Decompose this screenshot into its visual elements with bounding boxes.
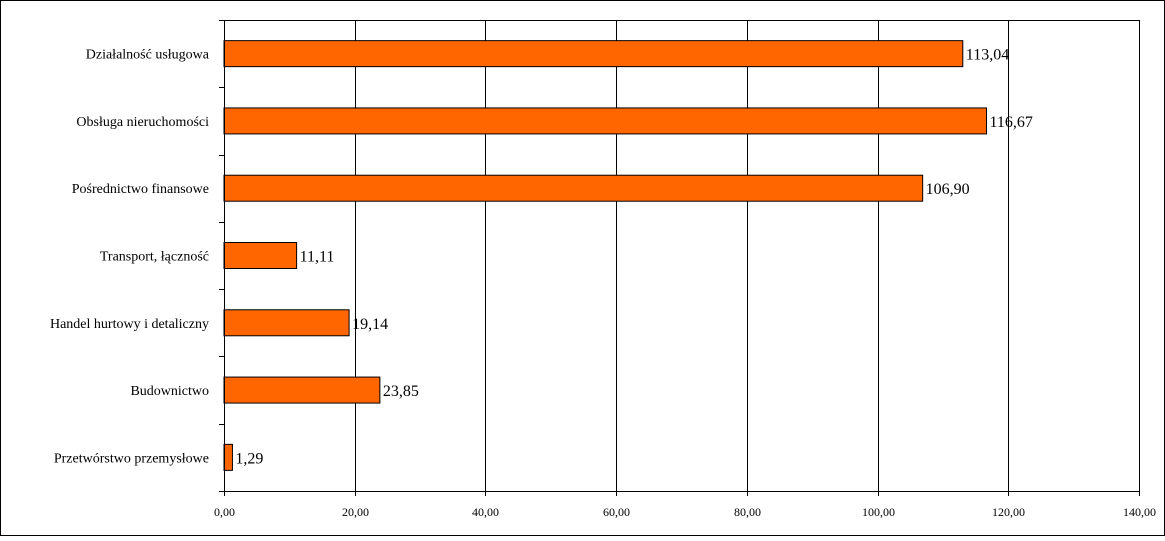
data-label: 19,14	[352, 316, 388, 333]
bar	[223, 242, 298, 269]
bar	[223, 309, 350, 337]
bar	[223, 107, 988, 135]
bar	[223, 443, 233, 471]
x-tick-label: 100,00	[862, 505, 895, 519]
axes	[219, 20, 1140, 496]
category-label: Przetwórstwo przemysłowe	[54, 451, 209, 466]
bar	[223, 174, 924, 202]
labels: Działalność usługowa 113,04 Obsługa nieruc…	[50, 47, 1156, 519]
x-tick-label: 120,00	[992, 505, 1025, 519]
gridlines	[355, 20, 1140, 491]
bars	[223, 40, 988, 471]
data-label: 106,90	[926, 181, 970, 198]
data-label: 23,85	[383, 383, 419, 400]
bar	[223, 376, 381, 404]
data-label: 116,67	[990, 114, 1033, 131]
x-tick-label: 20,00	[342, 505, 369, 519]
category-label: Obsługa nieruchomości	[76, 115, 209, 130]
category-label: Handel hurtowy i detaliczny	[50, 317, 209, 332]
category-label: Pośrednictwo finansowe	[72, 182, 209, 197]
category-label: Transport, łączność	[100, 250, 209, 265]
x-tick-label: 0,00	[214, 505, 235, 519]
x-tick-label: 60,00	[603, 505, 630, 519]
x-tick-label: 40,00	[472, 505, 499, 519]
data-label: 113,04	[966, 47, 1009, 64]
category-label: Działalność usługowa	[86, 48, 210, 63]
data-label: 1,29	[235, 450, 263, 467]
category-label: Budownictwo	[130, 384, 209, 399]
data-label: 11,11	[300, 249, 335, 266]
x-tick-label: 140,00	[1123, 505, 1156, 519]
x-tick-label: 80,00	[734, 505, 761, 519]
bar	[223, 40, 964, 68]
